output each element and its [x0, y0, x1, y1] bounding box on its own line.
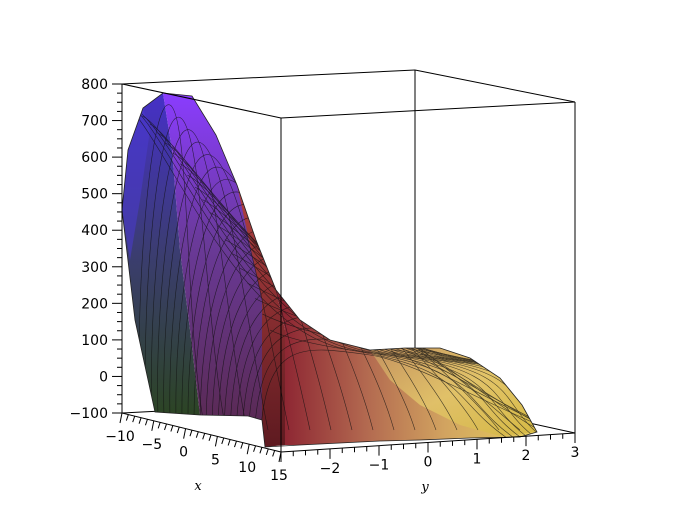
z-axis: 800 700 600 500 400 300 200 100 0 −100 — [70, 77, 122, 422]
mesh-line-x — [127, 103, 518, 441]
y-tick-label: 2 — [522, 448, 531, 464]
x-tick-minor — [265, 448, 269, 456]
y-tick-label: −2 — [320, 461, 341, 477]
x-tick-minor — [202, 433, 206, 440]
z-tick-label: 400 — [81, 223, 108, 239]
x-tick-label: 15 — [270, 468, 288, 484]
surface-mesh — [120, 92, 538, 448]
x-tick-minor — [272, 450, 276, 457]
y-tick-label: 3 — [571, 445, 580, 461]
x-axis: −10 −5 0 5 10 15 — [105, 412, 288, 484]
x-tick-minor — [170, 425, 174, 432]
x-tick-label: −10 — [105, 429, 135, 445]
x-tick-minor — [125, 414, 129, 421]
x-tick-minor — [164, 423, 167, 431]
y-axis-title: y — [420, 480, 429, 495]
z-tick-label: 500 — [81, 187, 108, 203]
x-axis-title: x — [194, 479, 202, 494]
x-tick-minor — [144, 419, 148, 426]
x-tick-minor — [157, 422, 161, 429]
mesh-line-y — [138, 104, 206, 431]
z-tick-label: −100 — [70, 406, 108, 422]
x-tick-minor — [176, 426, 180, 434]
x-tick-minor — [189, 430, 193, 437]
x-tick-major — [119, 412, 123, 424]
mesh-line-y — [259, 349, 537, 443]
z-tick-label: 100 — [81, 333, 108, 349]
z-tick-label: 800 — [81, 77, 108, 93]
x-tick-major — [246, 444, 250, 455]
x-tick-minor — [208, 434, 212, 441]
x-tick-major — [183, 428, 187, 439]
x-tick-minor — [132, 415, 136, 423]
mesh-line-x — [134, 108, 526, 441]
mesh-line-x — [120, 99, 511, 441]
y-axis: −2 −1 0 1 2 3 — [280, 433, 580, 477]
mesh-line-y — [151, 129, 248, 431]
surface-fold-face — [237, 185, 285, 447]
x-tick-minor — [240, 442, 244, 449]
mesh-line-y — [163, 154, 290, 431]
z-tick-label: 300 — [81, 260, 108, 276]
z-tick-label: 600 — [81, 150, 108, 166]
mesh-line-x — [187, 174, 537, 443]
surface-left-rim — [122, 108, 150, 260]
x-tick-label: 10 — [238, 460, 256, 476]
surface-outline — [121, 92, 538, 448]
y-tick-label: 0 — [424, 455, 433, 471]
x-tick-major — [214, 436, 218, 447]
surface-ridge-face — [163, 93, 262, 420]
x-tick-minor — [221, 437, 225, 445]
x-tick-label: 0 — [179, 445, 188, 461]
x-tick-minor — [227, 439, 231, 446]
z-tick-label: 0 — [99, 369, 108, 385]
z-tick-label: 700 — [81, 114, 108, 130]
mesh-line-y — [175, 179, 332, 431]
mesh-line-x — [179, 163, 537, 443]
z-tick-label: 200 — [81, 296, 108, 312]
mesh-line-x — [262, 313, 537, 445]
x-tick-minor — [253, 445, 257, 452]
y-tick-label: −1 — [369, 458, 390, 474]
y-tick-label: 1 — [473, 451, 482, 467]
x-tick-minor — [234, 440, 237, 448]
mesh-line-y — [144, 117, 227, 431]
mesh-line-x — [269, 329, 537, 446]
mesh-line-x — [157, 132, 537, 442]
x-tick-minor — [138, 417, 142, 424]
mesh-line-x — [194, 186, 537, 443]
mesh-line-y — [169, 167, 311, 431]
x-tick-minor — [259, 447, 263, 454]
x-tick-label: 5 — [211, 452, 220, 468]
x-tick-major — [151, 420, 155, 431]
x-tick-minor — [195, 431, 199, 438]
mesh-line-y — [157, 142, 269, 431]
mesh-line-x — [142, 115, 533, 441]
x-tick-label: −5 — [141, 437, 162, 453]
